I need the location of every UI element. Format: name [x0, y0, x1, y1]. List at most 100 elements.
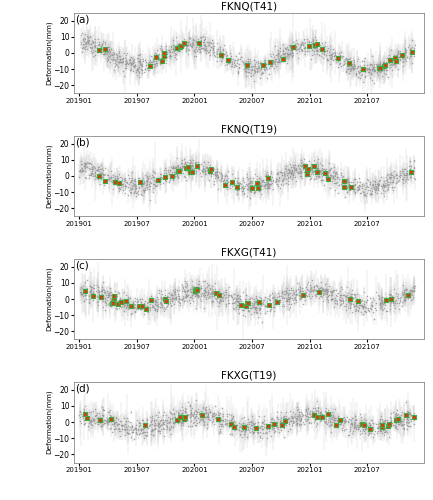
Point — [105, 418, 112, 426]
Point — [201, 42, 208, 50]
Point — [294, 412, 301, 420]
Point — [271, 57, 278, 65]
Point — [246, 180, 253, 188]
Point — [152, 296, 159, 304]
Point — [107, 302, 114, 310]
Point — [144, 298, 151, 306]
Point — [116, 428, 123, 436]
Point — [139, 178, 145, 186]
Point — [331, 416, 338, 424]
Point — [188, 411, 195, 419]
Point — [159, 57, 166, 65]
Point — [322, 290, 329, 298]
Point — [152, 182, 159, 190]
Point — [343, 178, 350, 186]
Point — [259, 60, 265, 68]
Point — [162, 305, 169, 313]
Point — [192, 158, 199, 166]
Point — [207, 284, 213, 292]
Point — [87, 292, 94, 300]
Point — [339, 424, 346, 432]
Point — [396, 167, 403, 175]
Point — [397, 417, 404, 425]
Point — [393, 51, 400, 59]
Point — [387, 417, 394, 425]
Point — [272, 296, 279, 304]
Point — [242, 66, 249, 74]
Point — [284, 46, 291, 54]
Point — [363, 62, 370, 70]
Point — [374, 424, 381, 432]
Point — [362, 429, 368, 437]
Point — [107, 58, 113, 66]
Point — [271, 293, 278, 301]
Point — [328, 414, 335, 422]
Point — [281, 172, 288, 179]
Point — [240, 182, 247, 190]
Point — [318, 47, 325, 55]
Point — [312, 168, 319, 176]
Point — [309, 286, 316, 294]
Point — [396, 420, 403, 428]
Point — [100, 170, 107, 178]
Point — [349, 65, 356, 73]
Point — [288, 413, 295, 421]
Point — [381, 416, 388, 424]
Point — [335, 54, 342, 62]
Point — [388, 58, 395, 66]
Point — [97, 180, 103, 188]
Point — [281, 50, 288, 58]
Point — [213, 294, 220, 302]
Text: (d): (d) — [75, 384, 90, 394]
Point — [156, 50, 163, 58]
Point — [400, 54, 407, 62]
Point — [325, 176, 332, 184]
Point — [99, 421, 106, 429]
Point — [266, 296, 273, 304]
Point — [393, 54, 400, 62]
Point — [352, 305, 359, 313]
Point — [383, 294, 390, 302]
Point — [320, 296, 326, 304]
Point — [142, 424, 149, 432]
Point — [116, 58, 123, 66]
Point — [174, 292, 181, 300]
Point — [349, 420, 355, 428]
Point — [404, 418, 410, 426]
Point — [258, 61, 265, 69]
Point — [231, 426, 238, 434]
Point — [318, 45, 325, 53]
Point — [272, 295, 279, 303]
Point — [78, 288, 84, 296]
Point — [290, 408, 297, 416]
Point — [334, 55, 341, 63]
Point — [112, 414, 119, 422]
Point — [307, 42, 314, 50]
Point — [364, 65, 371, 73]
Point — [98, 403, 105, 411]
Point — [402, 55, 409, 63]
Point — [229, 420, 236, 428]
Point — [163, 426, 170, 434]
Point — [370, 308, 377, 316]
Point — [386, 61, 393, 69]
Point — [352, 71, 359, 79]
Point — [119, 58, 126, 66]
Point — [130, 180, 137, 188]
Point — [349, 294, 356, 302]
Point — [343, 56, 349, 64]
Point — [357, 430, 364, 438]
Point — [278, 170, 285, 178]
Point — [101, 178, 108, 186]
Point — [99, 170, 106, 178]
Point — [158, 295, 165, 303]
Point — [265, 292, 272, 300]
Point — [217, 50, 224, 58]
Point — [315, 50, 322, 58]
Point — [249, 421, 256, 429]
Point — [407, 170, 414, 178]
Point — [400, 296, 407, 304]
Point — [139, 54, 146, 62]
Point — [187, 170, 194, 177]
Point — [297, 40, 304, 48]
